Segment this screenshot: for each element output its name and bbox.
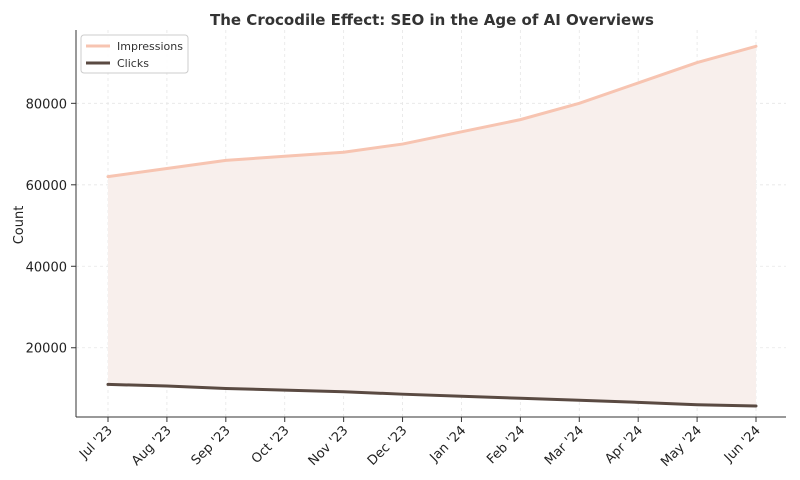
y-tick-label: 80000 [26,97,67,112]
gap-fill-area [108,46,756,407]
y-tick-label: 20000 [26,342,67,357]
axes [75,30,786,418]
legend-label: Impressions [117,40,183,53]
y-tick-label: 40000 [26,260,67,275]
x-tick-label: Feb '24 [484,423,528,467]
x-tick-label: Aug '23 [129,423,175,469]
x-tick-label: Oct '23 [249,423,293,467]
x-tick-label: Dec '23 [365,423,411,469]
legend-label: Clicks [117,57,149,70]
legend: Impressions Clicks [80,34,189,74]
y-axis-label: Count [12,206,27,245]
chart-title: The Crocodile Effect: SEO in the Age of … [210,11,654,29]
x-tick-label: Nov '23 [306,423,352,469]
x-tick-label: Jan '24 [427,423,470,466]
series-line-impressions [106,44,758,179]
x-tick-label: Jun '24 [721,423,764,466]
x-tick-label: Mar '24 [542,423,587,468]
x-tick-label: Sep '23 [189,423,234,468]
series-line-clicks [106,382,758,408]
x-tick-label: Jul '23 [76,423,116,463]
y-tick-label: 60000 [26,179,67,194]
series-lines [106,44,758,408]
x-tick-label: May '24 [658,423,705,470]
x-tick-label: Apr '24 [602,423,646,467]
